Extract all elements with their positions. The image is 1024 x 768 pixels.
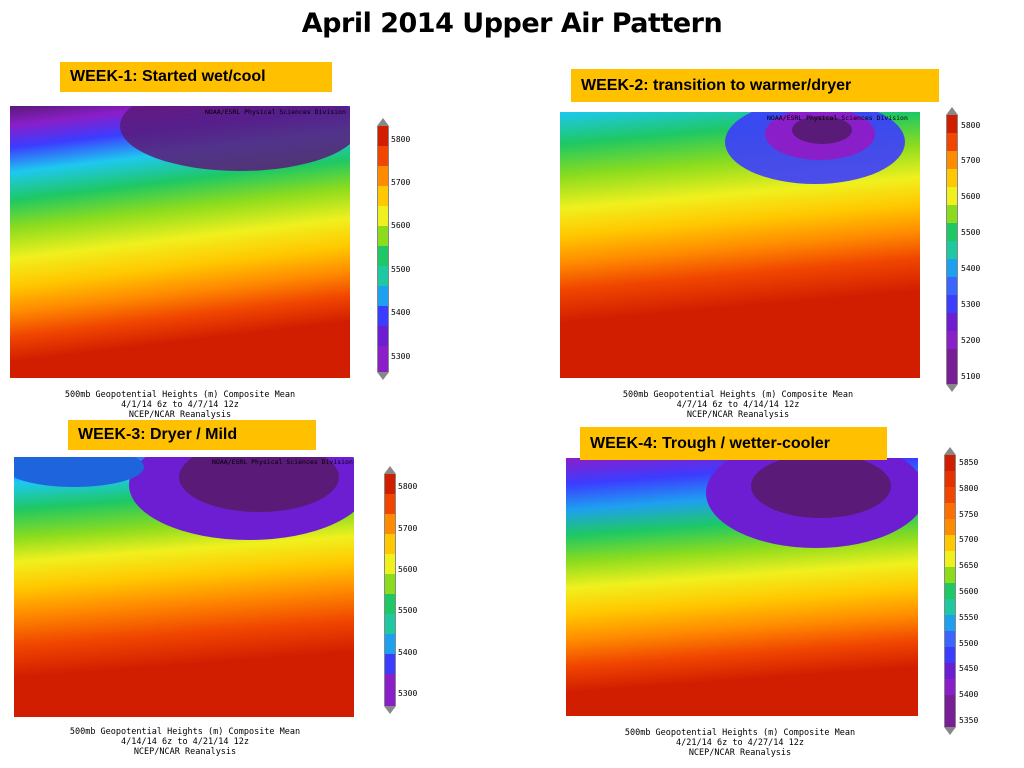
scale-tick: 5400 — [398, 648, 418, 657]
color-scale-week-3 — [384, 466, 396, 719]
color-scale-week-1 — [377, 118, 389, 385]
map-caption: 500mb Geopotential Heights (m) Composite… — [64, 390, 296, 420]
scale-tick: 5400 — [959, 690, 979, 699]
scale-tick: 5800 — [961, 121, 981, 130]
scale-tick: 5500 — [398, 606, 418, 615]
scale-tick: 5600 — [391, 221, 411, 230]
scale-tick: 5300 — [398, 689, 418, 698]
scale-tick: 5700 — [961, 156, 981, 165]
scale-tick: 5600 — [398, 565, 418, 574]
source-label: NOAA/ESRL Physical Sciences Division — [212, 458, 353, 466]
scale-tick: 5550 — [959, 613, 979, 622]
scale-tick: 5100 — [961, 372, 981, 381]
week-label: WEEK-4: Trough / wetter-cooler — [580, 427, 887, 460]
scale-tick: 5450 — [959, 664, 979, 673]
map-caption: 500mb Geopotential Heights (m) Composite… — [69, 727, 301, 757]
scale-tick: 5400 — [961, 264, 981, 273]
height-map-week-1 — [10, 106, 350, 378]
scale-tick: 5700 — [959, 535, 979, 544]
scale-tick: 5650 — [959, 561, 979, 570]
scale-tick: 5500 — [391, 265, 411, 274]
week-label: WEEK-3: Dryer / Mild — [68, 420, 316, 450]
source-label: NOAA/ESRL Physical Sciences Division — [767, 114, 908, 122]
scale-tick: 5800 — [398, 482, 418, 491]
page-title: April 2014 Upper Air Pattern — [301, 8, 723, 39]
scale-tick: 5500 — [961, 228, 981, 237]
week-label: WEEK-2: transition to warmer/dryer — [571, 69, 939, 102]
scale-tick: 5600 — [959, 587, 979, 596]
scale-tick: 5350 — [959, 716, 979, 725]
map-caption: 500mb Geopotential Heights (m) Composite… — [624, 728, 856, 758]
map-caption: 500mb Geopotential Heights (m) Composite… — [622, 390, 854, 420]
scale-tick: 5200 — [961, 336, 981, 345]
source-label: NOAA/ESRL Physical Sciences Division — [205, 108, 346, 116]
scale-tick: 5300 — [391, 352, 411, 361]
color-scale-week-4 — [944, 447, 956, 740]
scale-tick: 5700 — [398, 524, 418, 533]
color-scale-week-2 — [946, 107, 958, 397]
scale-tick: 5300 — [961, 300, 981, 309]
scale-tick: 5800 — [391, 135, 411, 144]
scale-tick: 5850 — [959, 458, 979, 467]
scale-tick: 5400 — [391, 308, 411, 317]
scale-tick: 5750 — [959, 510, 979, 519]
height-map-week-2 — [560, 112, 920, 378]
height-map-week-4 — [566, 458, 918, 716]
height-map-week-3 — [14, 457, 354, 717]
week-label: WEEK-1: Started wet/cool — [60, 62, 332, 92]
scale-tick: 5500 — [959, 639, 979, 648]
scale-tick: 5700 — [391, 178, 411, 187]
scale-tick: 5600 — [961, 192, 981, 201]
scale-tick: 5800 — [959, 484, 979, 493]
